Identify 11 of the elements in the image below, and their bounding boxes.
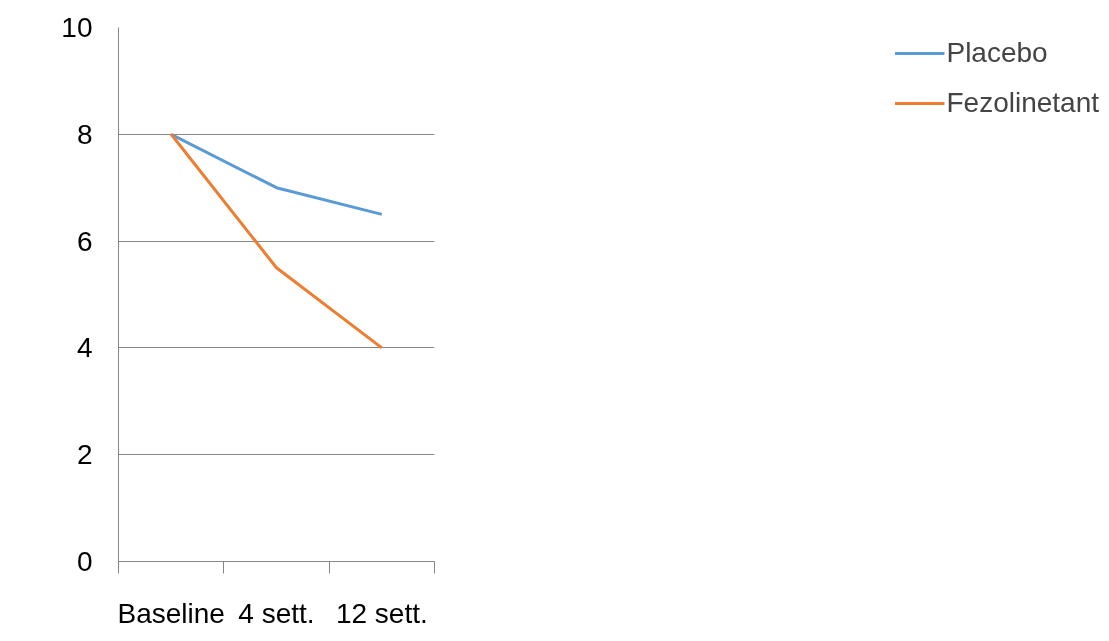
y-tick-label: 2 [76,439,93,471]
y-tick-label: 4 [76,332,93,364]
legend-label: Fezolinetant [946,87,1099,119]
y-tick-label: 8 [76,118,93,150]
x-tick-label: 12 sett. [335,597,428,629]
y-tick-label: 0 [76,546,93,577]
y-tick-label: 6 [76,225,93,257]
x-tick-label: Baseline [117,597,225,629]
legend-label: Placebo [946,37,1048,69]
x-tick-label: 4 sett. [238,597,315,629]
y-tick-label: 10 [61,12,93,43]
